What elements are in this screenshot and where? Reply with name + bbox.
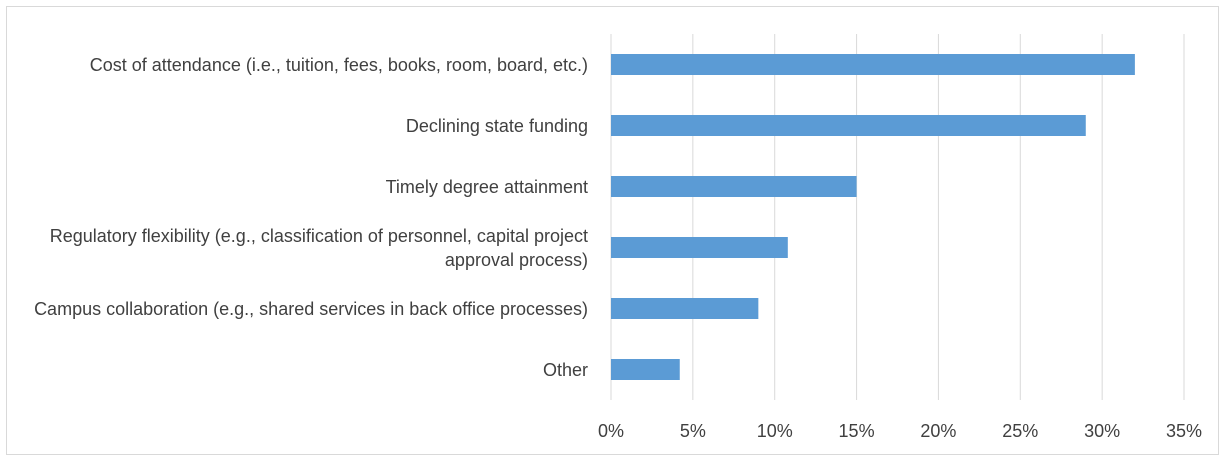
bar <box>611 359 680 380</box>
bar <box>611 298 759 319</box>
x-tick-label: 30% <box>1084 421 1120 441</box>
y-tick-label: Cost of attendance (i.e., tuition, fees,… <box>89 54 588 75</box>
y-tick-label: Other <box>542 359 588 380</box>
y-tick-label: Timely degree attainment <box>385 176 588 197</box>
y-tick-label: Regulatory flexibility (e.g., classifica… <box>49 225 588 270</box>
x-tick-label: 15% <box>839 421 875 441</box>
y-tick-label: Campus collaboration (e.g., shared servi… <box>34 298 588 319</box>
x-tick-label: 10% <box>757 421 793 441</box>
bar <box>611 237 788 258</box>
bar <box>611 54 1135 75</box>
bar <box>611 115 1086 136</box>
x-tick-label: 20% <box>920 421 956 441</box>
bar <box>611 176 857 197</box>
x-tick-label: 0% <box>598 421 624 441</box>
x-tick-label: 25% <box>1002 421 1038 441</box>
x-tick-label: 35% <box>1166 421 1202 441</box>
chart-frame <box>6 6 1219 455</box>
y-tick-label: Declining state funding <box>405 115 588 136</box>
x-tick-label: 5% <box>680 421 706 441</box>
